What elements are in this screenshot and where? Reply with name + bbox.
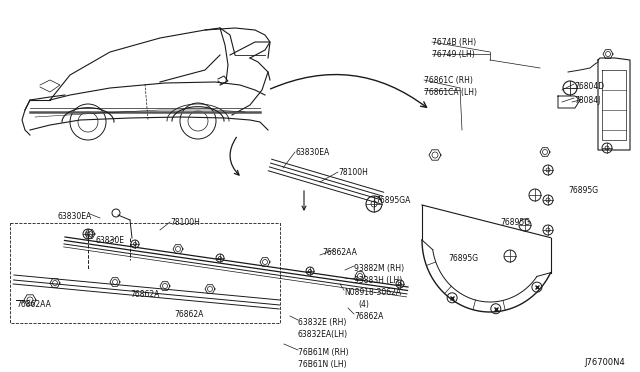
Text: 76B61N (LH): 76B61N (LH) <box>298 360 347 369</box>
Text: 63830EA: 63830EA <box>295 148 329 157</box>
FancyArrowPatch shape <box>302 191 306 210</box>
Text: 63832EA(LH): 63832EA(LH) <box>298 330 348 339</box>
Text: 93883H (LH): 93883H (LH) <box>354 276 403 285</box>
Text: 93882M (RH): 93882M (RH) <box>354 264 404 273</box>
Text: 76749 (LH): 76749 (LH) <box>432 50 475 59</box>
Text: 76862A: 76862A <box>354 312 383 321</box>
Text: (4): (4) <box>358 300 369 309</box>
Text: 76862A: 76862A <box>174 310 204 319</box>
Text: 76895G: 76895G <box>448 254 478 263</box>
Text: 78100H: 78100H <box>338 168 368 177</box>
Text: 76862A: 76862A <box>130 290 159 299</box>
Text: 76862AA: 76862AA <box>16 300 51 309</box>
Text: 76804D: 76804D <box>574 82 604 91</box>
Text: 76861C (RH): 76861C (RH) <box>424 76 473 85</box>
Text: 7674B (RH): 7674B (RH) <box>432 38 476 47</box>
FancyArrowPatch shape <box>230 137 239 175</box>
Text: 76B61M (RH): 76B61M (RH) <box>298 348 349 357</box>
Text: J76700N4: J76700N4 <box>584 358 625 367</box>
Text: 78100H: 78100H <box>170 218 200 227</box>
Text: 76895G: 76895G <box>500 218 530 227</box>
Text: 76862AA: 76862AA <box>322 248 357 257</box>
Text: 76861CA (LH): 76861CA (LH) <box>424 88 477 97</box>
Bar <box>10 223 280 323</box>
Text: 63832E (RH): 63832E (RH) <box>298 318 346 327</box>
Text: N08918-3062A: N08918-3062A <box>344 288 401 297</box>
FancyArrowPatch shape <box>271 74 427 108</box>
Text: 63830E: 63830E <box>96 236 125 245</box>
Text: 76895G: 76895G <box>568 186 598 195</box>
Text: 76895GA: 76895GA <box>375 196 410 205</box>
Text: 78084J: 78084J <box>574 96 600 105</box>
Text: 63830EA: 63830EA <box>58 212 92 221</box>
